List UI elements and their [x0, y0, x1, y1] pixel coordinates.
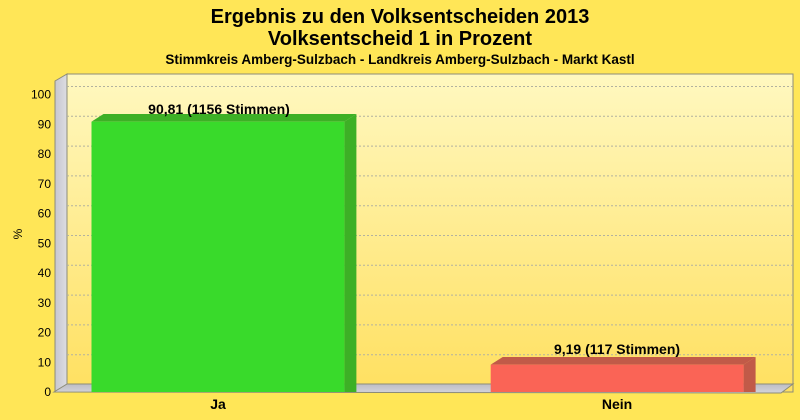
- svg-text:10: 10: [38, 355, 52, 369]
- svg-text:0: 0: [44, 385, 51, 399]
- svg-text:40: 40: [38, 266, 52, 280]
- svg-text:80: 80: [38, 147, 52, 161]
- svg-text:100: 100: [31, 88, 51, 102]
- svg-text:Nein: Nein: [602, 396, 632, 412]
- svg-text:60: 60: [38, 207, 52, 221]
- svg-text:%: %: [11, 228, 25, 239]
- svg-text:20: 20: [38, 326, 52, 340]
- svg-text:70: 70: [38, 177, 52, 191]
- svg-text:Ja: Ja: [210, 396, 226, 412]
- svg-text:30: 30: [38, 296, 52, 310]
- svg-text:90,81 (1156 Stimmen): 90,81 (1156 Stimmen): [148, 101, 290, 117]
- svg-text:9,19 (117 Stimmen): 9,19 (117 Stimmen): [554, 341, 680, 357]
- svg-text:90: 90: [38, 117, 52, 131]
- svg-text:50: 50: [38, 236, 52, 250]
